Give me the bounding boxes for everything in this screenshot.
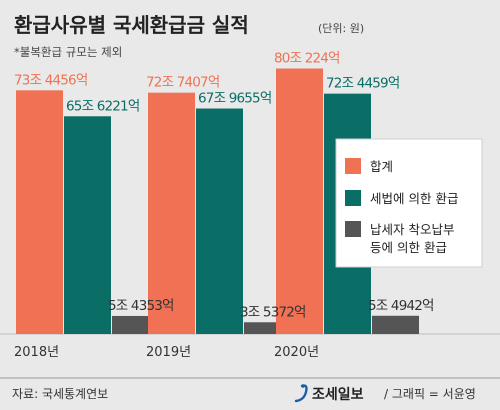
x-tick-label-2: 2019년 <box>146 345 191 360</box>
legend-swatch-mistake <box>345 221 361 237</box>
value-label-taxlaw-3: 72조 4459억 <box>326 76 399 92</box>
legend-swatch-taxlaw <box>345 190 361 206</box>
legend: 합계 세법에 의한 환급 납세자 착오납부 등에 의한 환급 <box>335 138 483 268</box>
value-label-total-2: 72조 7407억 <box>146 75 219 91</box>
x-tick-label-3: 2020년 <box>274 345 319 360</box>
bar-mistake-3 <box>372 315 419 334</box>
value-label-total-1: 73조 4456억 <box>14 72 87 88</box>
x-tick-labels: 2018년 2019년 2020년 <box>14 345 319 360</box>
bars-layer <box>16 68 419 335</box>
value-label-taxlaw-1: 65조 6221억 <box>66 98 139 114</box>
legend-label-mistake-line2: 등에 의한 환급 <box>370 240 447 255</box>
bar-mistake-2 <box>244 322 291 334</box>
legend-label-taxlaw: 세법에 의한 환급 <box>370 191 458 206</box>
x-tick-label-1: 2018년 <box>14 345 59 360</box>
value-label-mistake-2: 3조 5372억 <box>240 304 306 320</box>
source-note: 자료: 국세통계연보 <box>12 387 108 401</box>
graphic-credit: / 그래픽 = 서윤영 <box>384 387 476 401</box>
value-label-mistake-3: 5조 4942억 <box>368 298 434 314</box>
bar-total-1 <box>16 90 63 334</box>
value-label-total-3: 80조 224억 <box>274 51 340 67</box>
value-label-taxlaw-2: 67조 9655억 <box>198 91 271 107</box>
bar-total-3 <box>276 68 323 335</box>
brand-logo-icon <box>294 384 308 403</box>
bar-taxlaw-2 <box>196 108 243 334</box>
chart-title: 환급사유별 국세환급금 실적 <box>14 13 249 37</box>
legend-label-total: 합계 <box>370 159 393 174</box>
bar-taxlaw-1 <box>64 116 111 334</box>
unit-note: (단위: 원) <box>318 22 364 35</box>
bar-total-2 <box>148 92 195 334</box>
legend-swatch-total <box>345 158 361 174</box>
legend-label-mistake-line1: 납세자 착오납부 <box>370 222 454 237</box>
value-label-mistake-1: 5조 4353억 <box>108 298 174 314</box>
brand-name: 조세일보 <box>312 387 364 403</box>
bar-mistake-1 <box>112 315 159 334</box>
chart-subtitle: *불복환급 규모는 제외 <box>14 45 122 59</box>
